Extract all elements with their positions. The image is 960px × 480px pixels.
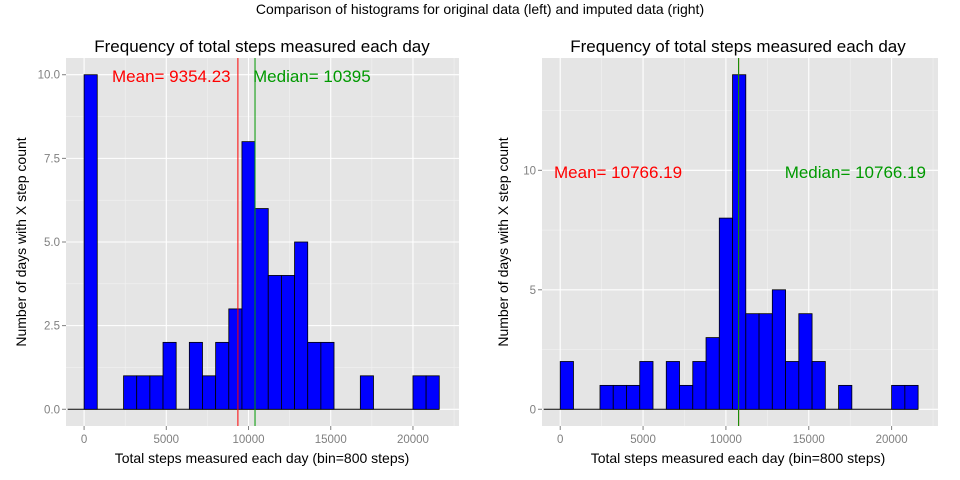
histogram-bar [359, 375, 374, 410]
histogram-bar [811, 361, 826, 410]
panel-title: Frequency of total steps measured each d… [94, 37, 430, 56]
y-tick-label: 10 [523, 165, 536, 177]
histogram-bar [798, 313, 813, 410]
histogram-bar [215, 341, 230, 410]
x-tick-label: 20000 [876, 434, 908, 446]
y-axis-label: Number of days with X step count [13, 137, 29, 346]
histogram-bar [639, 361, 654, 410]
histogram-bar [320, 341, 335, 410]
histogram-bar [188, 341, 203, 410]
panel-title: Frequency of total steps measured each d… [570, 37, 906, 56]
histogram-bar [241, 141, 256, 410]
histogram-bar [626, 384, 641, 410]
y-tick-label: 5.0 [44, 237, 60, 249]
histogram-bar [771, 289, 786, 410]
figure-title: Comparison of histograms for original da… [255, 1, 705, 17]
histogram-bar [281, 275, 295, 410]
histogram-bar [228, 308, 243, 410]
histogram-bar [254, 208, 269, 410]
histogram-bar [267, 275, 282, 410]
histogram-bar [599, 384, 614, 410]
y-tick-label: 2.5 [44, 321, 60, 333]
histogram-bar [665, 361, 680, 410]
histogram-bar [202, 375, 217, 410]
x-tick-label: 10000 [233, 434, 265, 446]
histogram-panel-2: Mean= 10766.19 Median= 10766.19 0 5000 10000… [495, 37, 938, 466]
y-tick-label: 7.5 [44, 153, 60, 165]
y-tick-label: 10.0 [38, 70, 60, 82]
histogram-bar [785, 361, 800, 410]
y-axis-label: Number of days with X step count [495, 137, 511, 346]
histogram-bar [732, 74, 747, 410]
histogram-bar [692, 361, 707, 410]
histogram-bar [425, 375, 440, 410]
x-tick-label: 5000 [630, 434, 656, 446]
histogram-bar [679, 384, 694, 410]
histogram-bar [758, 313, 773, 410]
y-tick-label: 0.0 [44, 404, 60, 416]
x-tick-label: 15000 [793, 434, 825, 446]
x-axis-label: Total steps measured each day (bin=800 s… [115, 450, 410, 466]
histogram-panel-1: Mean= 9354.23 Median= 10395 0 5000 10000 1500… [13, 37, 459, 466]
x-tick-label: 5000 [154, 434, 180, 446]
x-tick-label: 15000 [315, 434, 347, 446]
histogram-bar [412, 375, 427, 410]
x-tick-label: 0 [557, 434, 563, 446]
x-axis-label: Total steps measured each day (bin=800 s… [591, 450, 886, 466]
histogram-bar [83, 74, 98, 410]
histogram-bar [123, 375, 138, 410]
histogram-bar [559, 361, 574, 410]
y-tick-label: 5 [530, 285, 536, 297]
histogram-bar [904, 384, 919, 410]
x-tick-label: 0 [81, 434, 87, 446]
y-tick-label: 0 [530, 404, 536, 416]
histogram-bar [294, 241, 309, 410]
histogram-bar [718, 217, 733, 410]
histogram-bar [149, 375, 164, 410]
mean-annotation: Mean= 10766.19 [554, 163, 682, 182]
mean-annotation: Mean= 9354.23 [112, 67, 231, 86]
x-tick-label: 20000 [397, 434, 429, 446]
histogram-bar [745, 313, 760, 410]
histogram-bar [162, 341, 177, 410]
histogram-bar [891, 384, 906, 410]
histogram-bar [307, 341, 322, 410]
histogram-bar [612, 384, 627, 410]
median-annotation: Median= 10395 [253, 67, 371, 86]
histogram-bar [838, 384, 853, 410]
histogram-bar [136, 375, 151, 410]
histogram-bar [705, 337, 720, 410]
median-annotation: Median= 10766.19 [785, 163, 926, 182]
x-tick-label: 10000 [710, 434, 742, 446]
